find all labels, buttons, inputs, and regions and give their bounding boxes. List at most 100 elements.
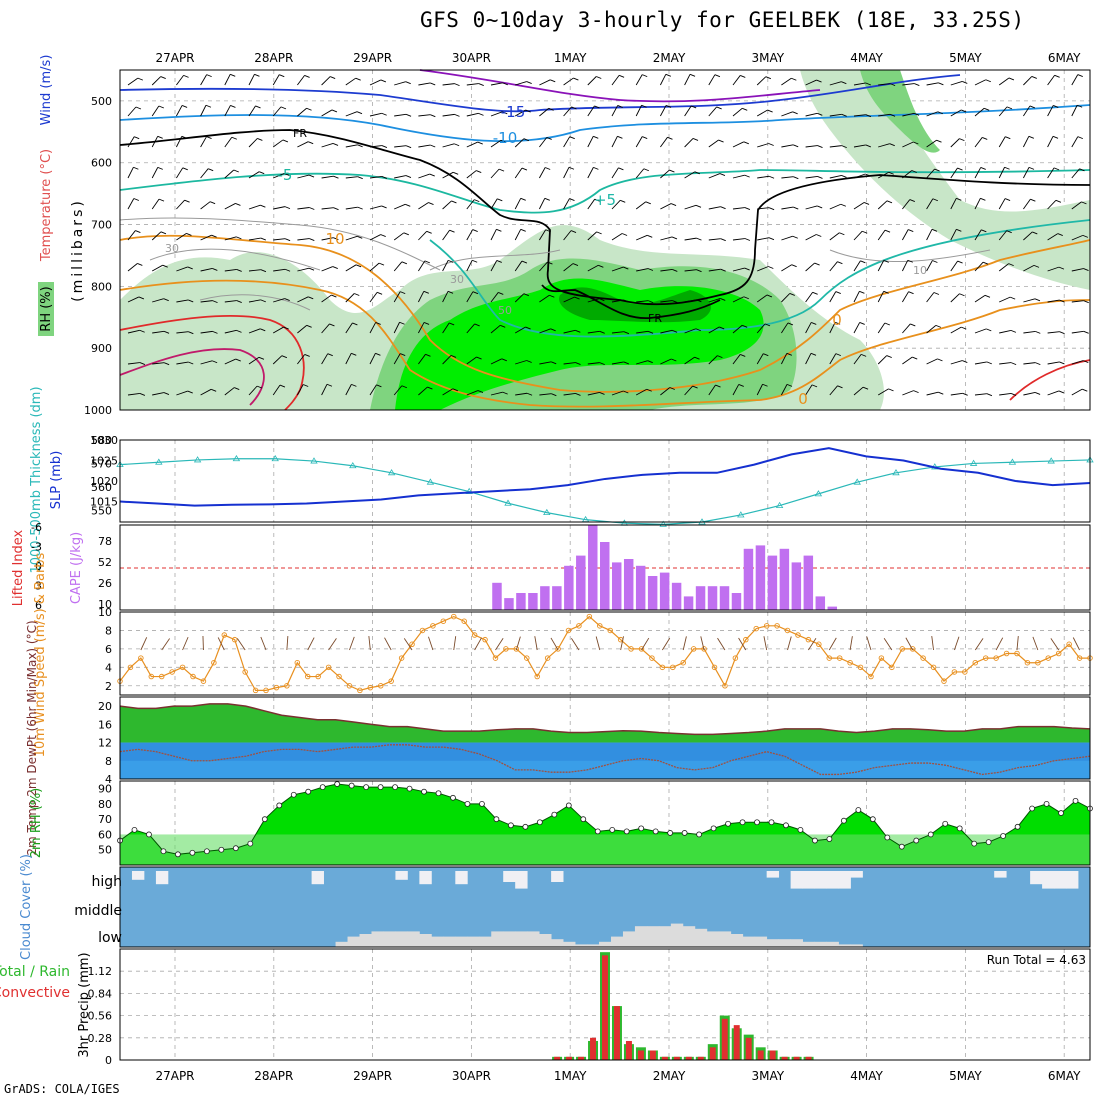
wind-barb [732, 107, 743, 117]
wind-barb [950, 167, 958, 179]
cloud-high-bar [850, 871, 863, 878]
wind-barb-flag [284, 173, 290, 176]
wind-barb-flag [254, 73, 260, 77]
wind-barb-flag [400, 353, 406, 357]
wind-barb [152, 362, 165, 365]
surface-wind-barb [515, 636, 521, 651]
wind-barb-flag [956, 197, 962, 201]
wind-barb-flag [883, 259, 889, 263]
contour-label: 10 [913, 264, 927, 277]
wind-barb [539, 108, 549, 117]
wind-barb-flag [187, 390, 193, 394]
rh2m-marker [290, 791, 297, 798]
wind-speed-marker [451, 613, 457, 620]
wind-barb-flag [932, 260, 938, 263]
wind-barb [563, 329, 576, 334]
wind-barb [708, 206, 721, 210]
wind-barb [660, 105, 667, 117]
surface-wind-barb [905, 637, 914, 651]
thickness-marker [310, 457, 318, 464]
credit-label: GrADS: COLA/IGES [4, 1082, 120, 1096]
wind-barb [490, 324, 501, 334]
wind-barb-flag [986, 393, 993, 397]
wind-barb [878, 83, 891, 86]
wind-barb [829, 175, 842, 179]
wind-barb-flag [791, 264, 797, 268]
wind-barb-flag [937, 358, 943, 362]
wind-barb-flag [792, 235, 798, 239]
wind-barb [369, 79, 382, 86]
wind-barb [321, 353, 329, 365]
wind-barb [587, 362, 600, 365]
wind-barb [515, 360, 527, 365]
cape-bar [611, 562, 622, 610]
wind-barb [1022, 136, 1030, 148]
wind-barb [829, 232, 840, 241]
wind-barb [224, 137, 233, 148]
wind-barb-flag [279, 384, 286, 388]
wind-speed-marker [638, 646, 645, 652]
wind-speed-line [119, 615, 1090, 692]
wind-barb [853, 144, 866, 148]
temp-ytick: 20 [98, 700, 112, 713]
wind-barb [708, 106, 717, 117]
wind-barb [926, 325, 937, 334]
precip-convective-bar [625, 1040, 632, 1060]
contour-label: 30 [165, 242, 179, 255]
wind-barb [611, 199, 621, 210]
wind-speed-marker [805, 636, 812, 643]
thickness-marker [969, 459, 978, 466]
wind-barb-flag [740, 75, 746, 78]
wind-barb [756, 323, 766, 334]
wind-barb [418, 386, 428, 396]
wind-barb-flag [623, 266, 629, 270]
wind-barb-flag [671, 329, 678, 333]
wind-barb-flag [1010, 362, 1017, 366]
surface-wind-barb [974, 638, 984, 651]
wind-barb [974, 361, 987, 365]
wind-barb-flag [617, 105, 623, 108]
wind-barb [1071, 234, 1084, 241]
rh2m-marker [623, 828, 630, 835]
wind-barb [394, 113, 407, 117]
wind-barb-flag [572, 263, 579, 266]
contour-label: -5 [278, 166, 293, 184]
wind-barb-flag [694, 356, 700, 360]
cape-bar [659, 572, 670, 610]
wind-barb [902, 170, 913, 179]
precip-ytick: 1.12 [88, 965, 113, 978]
wind-barb [248, 328, 261, 334]
temp-ylabel: 2m Temp 2m DewPt (6hr Min/Max) (°C) [25, 620, 39, 855]
dewpoint-band [120, 742, 1090, 761]
wind-barb-flag [841, 113, 847, 117]
wind-barb [151, 167, 159, 179]
wind-barb [587, 392, 600, 396]
wind-barb-flag [157, 166, 163, 170]
cape-ytick: 26 [98, 577, 112, 590]
wind-barb-flag [184, 199, 190, 203]
wind-barb-flag [381, 112, 387, 116]
cloud-high-bar [814, 871, 827, 889]
wind-barb [684, 138, 694, 148]
wind-barb-flag [381, 145, 388, 148]
cloud-high-bar [790, 871, 803, 889]
rh-ytick: 50 [98, 844, 112, 857]
cloud-low-bar [371, 931, 384, 947]
wind-barb-flag [1076, 104, 1083, 108]
wind-barb-flag [256, 385, 263, 389]
wind-barb-flag [623, 390, 629, 394]
wind-barb-flag [766, 294, 773, 298]
wind-barb-flag [452, 388, 459, 392]
precip-convective-bar [745, 1037, 752, 1060]
wind-speed-marker [607, 627, 613, 634]
wind-barb-flag [212, 330, 218, 334]
thickness-marker [387, 469, 396, 476]
wind-barb [539, 393, 552, 396]
wind-barb-flag [472, 229, 478, 232]
wind-barb-flag [526, 81, 532, 84]
cloud-low-bar [730, 934, 744, 947]
wind-barb-flag [352, 322, 358, 326]
wind-ytick: 6 [105, 643, 112, 656]
wind-barb [539, 361, 552, 365]
wind-speed-marker [962, 669, 968, 675]
